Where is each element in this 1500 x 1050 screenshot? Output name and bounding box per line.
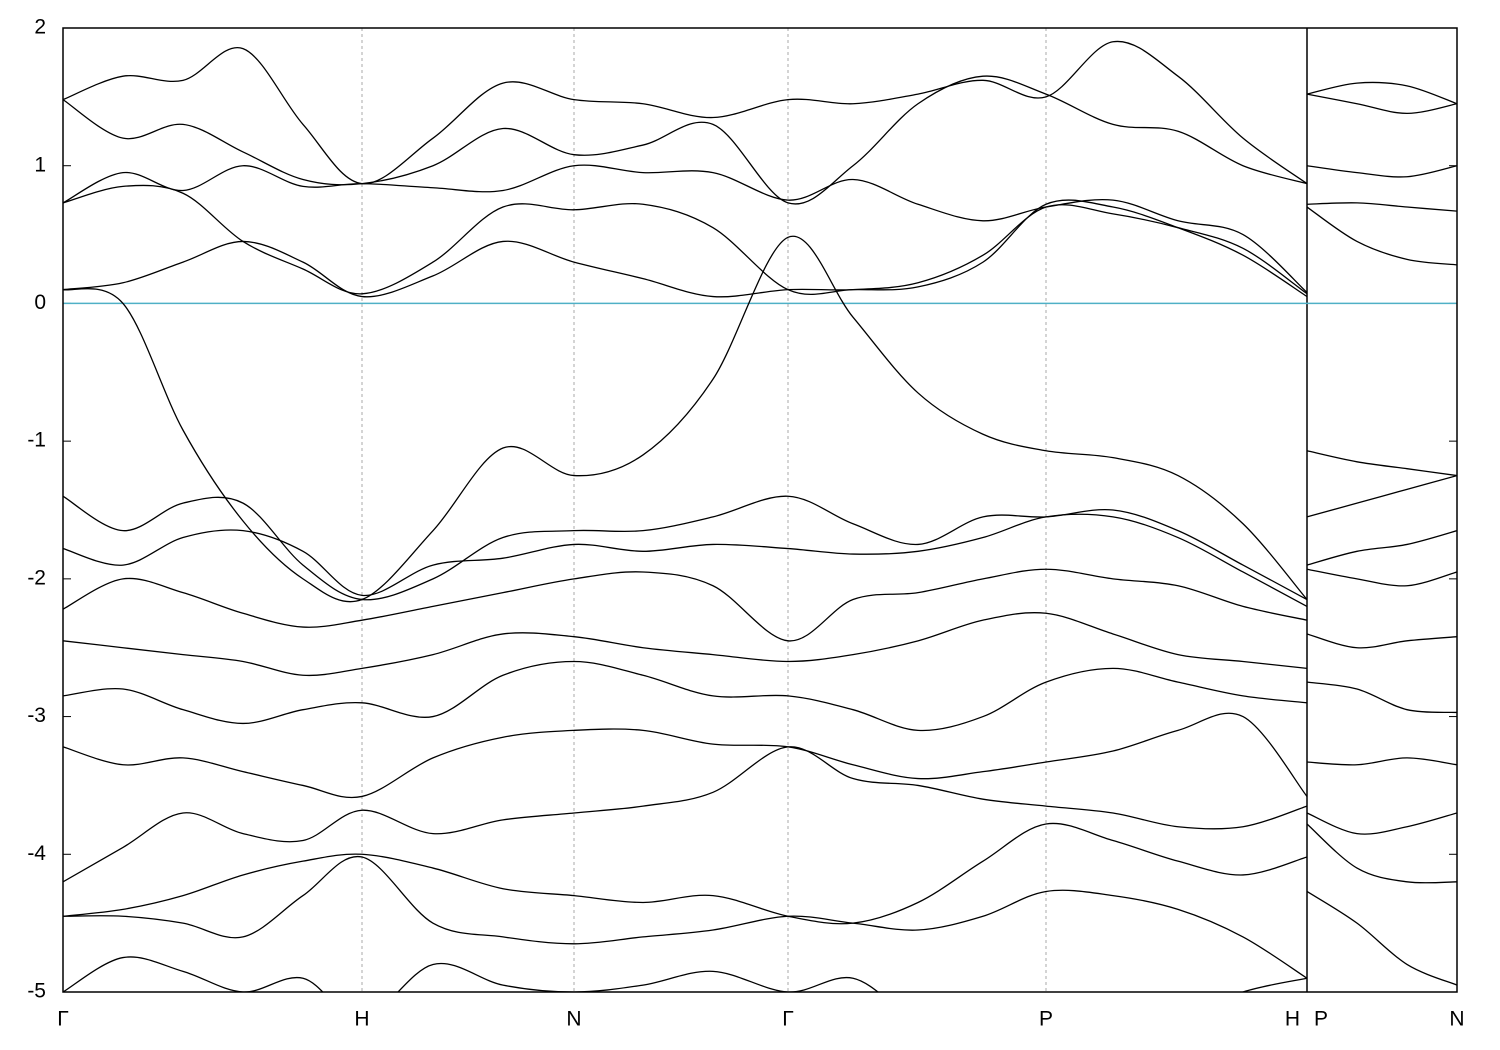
- y-tick-label: -5: [27, 980, 46, 1003]
- band-line: [63, 822, 1457, 925]
- band-line: [63, 568, 1457, 642]
- band-line: [63, 40, 1457, 185]
- band-line: [63, 612, 1457, 677]
- y-tick-label: 0: [34, 291, 46, 314]
- y-tick-label: 2: [34, 16, 46, 39]
- x-tick-label: N: [1449, 1008, 1464, 1031]
- band-line: [63, 75, 1457, 205]
- x-tick-label: P: [1314, 1008, 1328, 1031]
- x-tick-label: H: [354, 1008, 369, 1031]
- band-line: [63, 204, 1457, 298]
- band-line: [63, 184, 1457, 298]
- y-tick-label: -2: [27, 566, 46, 589]
- y-tick-label: -3: [27, 704, 46, 727]
- band-line: [63, 856, 1457, 986]
- x-tick-label: N: [566, 1008, 581, 1031]
- band-line: [63, 712, 1457, 799]
- x-tick-label: P: [1039, 1008, 1053, 1031]
- y-tick-label: -4: [27, 842, 46, 865]
- band-line: [63, 474, 1457, 601]
- y-tick-label: -1: [27, 429, 46, 452]
- plot-frame: [62, 27, 1458, 993]
- y-tick-label: 1: [34, 153, 46, 176]
- band-line: [63, 235, 1457, 603]
- bands: [63, 40, 1457, 992]
- band-line: [63, 513, 1457, 607]
- band-line: [63, 660, 1457, 732]
- band-line: [63, 164, 1457, 293]
- band-line: [63, 746, 1457, 883]
- x-tick-label: Γ: [57, 1008, 69, 1031]
- x-tick-label: Γ: [782, 1008, 794, 1031]
- x-tick-label: H: [1285, 1008, 1300, 1031]
